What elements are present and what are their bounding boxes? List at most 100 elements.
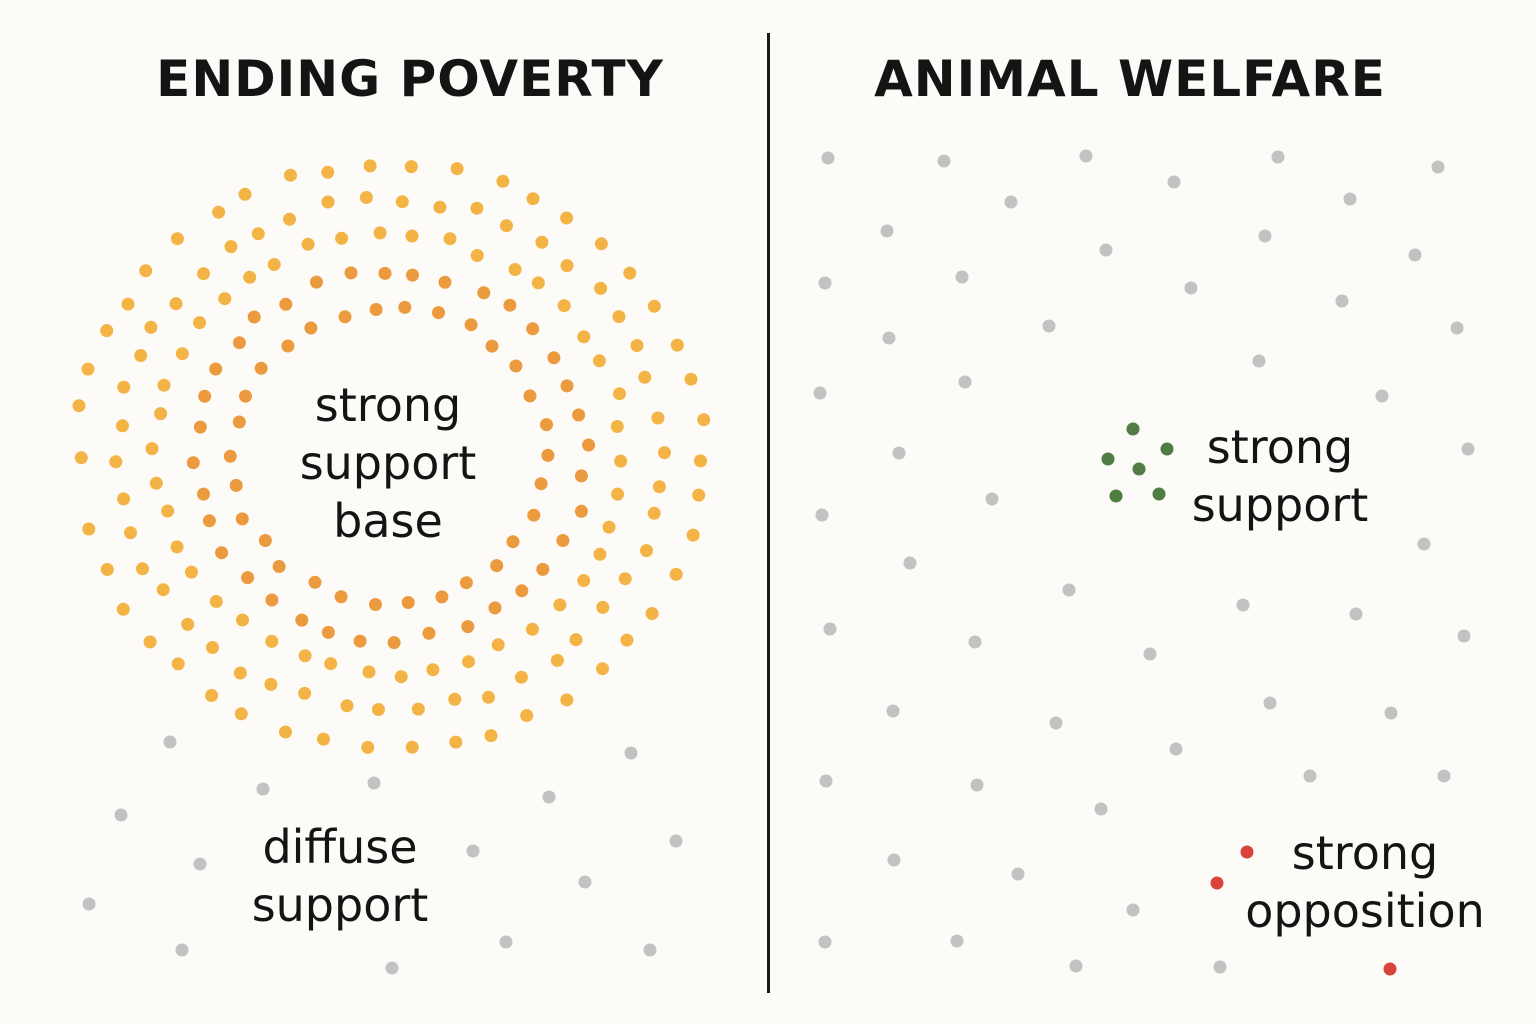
support-dot bbox=[527, 508, 541, 522]
support-dot bbox=[612, 310, 626, 324]
support-dot bbox=[515, 584, 529, 598]
support-dot bbox=[593, 547, 607, 561]
support-dot bbox=[169, 297, 183, 311]
support-dot bbox=[143, 635, 157, 649]
neutral-dot bbox=[1213, 960, 1227, 974]
support-dot bbox=[577, 574, 591, 587]
support-dot bbox=[658, 446, 671, 460]
support-dot bbox=[139, 264, 153, 278]
label-line: opposition bbox=[1245, 884, 1485, 938]
support-dot bbox=[526, 322, 540, 336]
strong-support-dot bbox=[1126, 422, 1140, 436]
support-dot bbox=[594, 237, 608, 251]
support-dot bbox=[121, 297, 135, 311]
support-dot bbox=[574, 504, 588, 518]
support-dot bbox=[212, 205, 226, 219]
support-dot bbox=[124, 526, 137, 540]
support-dot bbox=[514, 670, 528, 684]
neutral-dot bbox=[643, 943, 657, 957]
label-line: support bbox=[1191, 478, 1369, 532]
support-dot bbox=[426, 663, 440, 677]
neutral-dot bbox=[1042, 319, 1056, 333]
support-dot bbox=[185, 565, 198, 579]
support-dot bbox=[229, 478, 243, 492]
support-dot bbox=[202, 514, 216, 528]
support-dot bbox=[334, 590, 348, 604]
support-dot bbox=[265, 634, 279, 648]
neutral-dot bbox=[466, 844, 480, 858]
support-dot bbox=[209, 595, 223, 608]
animal-welfare-title: ANIMAL WELFARE bbox=[874, 50, 1386, 108]
ending-poverty-support-dots bbox=[72, 159, 711, 754]
neutral-dot bbox=[624, 746, 638, 760]
neutral-dot bbox=[1457, 629, 1471, 643]
support-dot bbox=[449, 735, 463, 749]
support-dot bbox=[154, 407, 168, 421]
support-dot bbox=[359, 191, 373, 204]
support-dot bbox=[404, 160, 418, 174]
support-dot bbox=[569, 633, 583, 647]
neutral-dot bbox=[542, 790, 556, 804]
support-dot bbox=[206, 641, 219, 654]
support-dot bbox=[406, 268, 419, 282]
support-dot bbox=[335, 231, 349, 245]
neutral-dot bbox=[175, 943, 189, 957]
support-dot bbox=[448, 692, 462, 706]
neutral-dot bbox=[1335, 294, 1349, 308]
support-dot bbox=[611, 487, 625, 501]
support-dot bbox=[500, 219, 513, 233]
support-dot bbox=[232, 336, 246, 350]
neutral-dot bbox=[1184, 281, 1198, 295]
support-dot bbox=[243, 270, 257, 284]
support-dot bbox=[614, 454, 628, 468]
support-dot bbox=[369, 303, 383, 316]
support-dot bbox=[156, 583, 170, 597]
support-dot bbox=[536, 562, 550, 576]
support-dot bbox=[218, 292, 232, 306]
strong-support-base-label: strong support base bbox=[258, 376, 518, 550]
support-dot bbox=[136, 562, 149, 576]
neutral-dot bbox=[578, 875, 592, 889]
support-dot bbox=[317, 732, 330, 746]
support-dot bbox=[117, 492, 131, 506]
neutral-dot bbox=[887, 853, 901, 867]
support-dot bbox=[574, 469, 588, 483]
support-dot bbox=[462, 655, 475, 669]
support-dot bbox=[432, 306, 445, 320]
neutral-dot bbox=[937, 154, 951, 168]
support-dot bbox=[338, 310, 352, 324]
support-dot bbox=[697, 413, 711, 427]
support-dot bbox=[363, 159, 377, 173]
support-dot bbox=[198, 389, 212, 403]
support-dot bbox=[265, 593, 279, 607]
neutral-dot bbox=[1099, 243, 1113, 257]
support-dot bbox=[560, 259, 574, 273]
support-dot bbox=[321, 625, 335, 639]
support-dot bbox=[553, 598, 567, 612]
neutral-dot bbox=[903, 556, 917, 570]
support-dot bbox=[100, 324, 114, 338]
support-dot bbox=[170, 232, 184, 246]
neutral-dot bbox=[882, 331, 896, 345]
support-dot bbox=[560, 211, 574, 225]
support-dot bbox=[281, 339, 295, 353]
support-dot bbox=[485, 339, 499, 353]
support-dot bbox=[669, 567, 683, 581]
support-dot bbox=[233, 666, 247, 680]
neutral-dot bbox=[1375, 389, 1389, 403]
support-dot bbox=[647, 506, 661, 520]
neutral-dot bbox=[1169, 742, 1183, 756]
support-dot bbox=[340, 699, 354, 713]
support-dot bbox=[394, 670, 408, 684]
support-dot bbox=[134, 349, 148, 362]
neutral-dot bbox=[958, 375, 972, 389]
support-dot bbox=[670, 338, 684, 352]
support-dot bbox=[488, 601, 502, 615]
support-dot bbox=[235, 512, 249, 526]
neutral-dot bbox=[815, 508, 829, 522]
label-line: strong bbox=[314, 378, 462, 432]
support-dot bbox=[241, 571, 255, 585]
support-dot bbox=[523, 389, 537, 403]
